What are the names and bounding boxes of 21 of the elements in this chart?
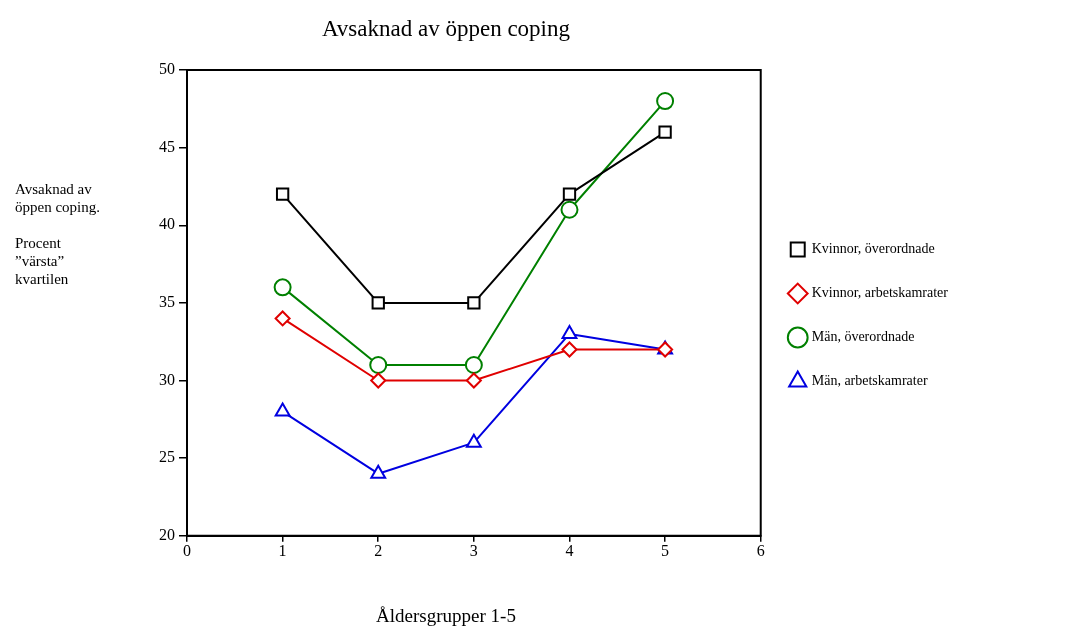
y-tick-label: 50	[159, 60, 175, 78]
x-tick-label: 1	[278, 541, 287, 559]
x-tick-label: 6	[756, 541, 765, 559]
legend-label: Män, överordnade	[811, 329, 915, 345]
y-tick-label: 40	[159, 215, 175, 233]
text: Avsaknad av öppen coping. Procent ”värsta” kvartilen	[15, 181, 100, 287]
chart-title: Avsaknad av öppen coping	[320, 16, 571, 42]
x-axis-title: Åldersgrupper 1-5	[375, 605, 517, 627]
y-tick-label: 20	[159, 526, 175, 543]
x-tick-label: 5	[661, 541, 670, 559]
x-tick-label: 3	[469, 541, 478, 559]
y-tick-label: 35	[159, 293, 175, 311]
x-tick-label: 4	[565, 541, 574, 559]
y-tick-label: 45	[159, 137, 175, 155]
legend-label: Kvinnor, överordnade	[811, 241, 935, 257]
y-tick-label: 25	[159, 448, 175, 466]
x-tick-label: 2	[374, 541, 383, 559]
y-tick-label: 30	[159, 370, 175, 388]
legend-label: Kvinnor, arbetskamrater	[811, 285, 949, 301]
legend-label: Män, arbetskamrater	[811, 373, 928, 389]
x-tick-label: 0	[183, 541, 191, 559]
